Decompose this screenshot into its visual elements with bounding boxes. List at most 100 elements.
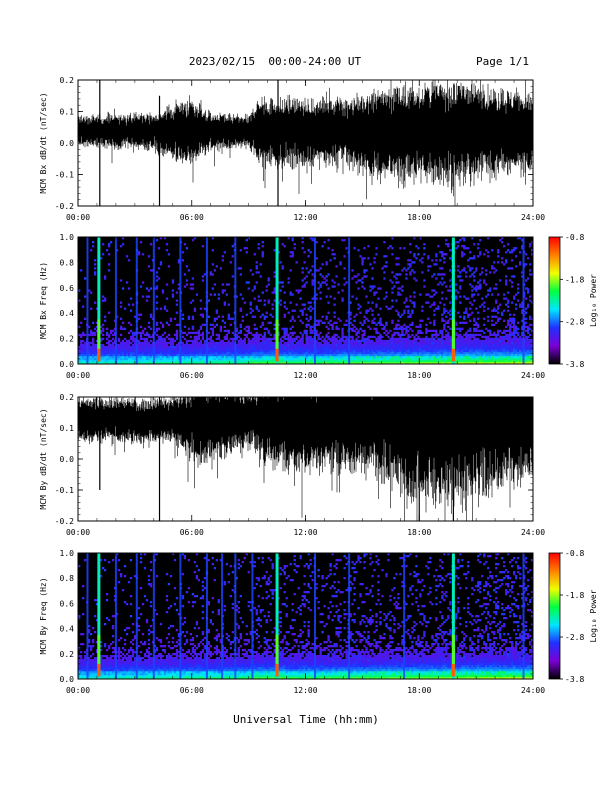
emission-line-10 [522,237,525,364]
plot-title: 2023/02/15 00:00-24:00 UT [188,55,362,68]
x-tick-label: 24:00 [521,371,545,380]
spectrogram [78,237,533,364]
y-tick-label: 0.4 [60,625,75,634]
panel-1: -0.2 -0.1 0.0 0.1 0.2 00:00 06:00 12:00 18:00 24:… [39,76,545,222]
x-tick-label: 06:00 [180,686,204,695]
colorbar-tick-label: -0.8 [565,233,584,242]
y-axis-label: MCM By dB/dt (nT/sec) [39,408,48,509]
emission-line-4 [152,237,155,364]
colorbar-tick-label: -3.8 [565,360,584,369]
y-tick-label: 0.8 [60,574,75,583]
bright-line-mid-2 [275,634,279,667]
emission-line-13 [522,553,525,679]
x-axis-title: Universal Time (hh:mm) [233,713,379,726]
y-axis-label: MCM By Freq (Hz) [39,577,48,654]
emission-line-10 [313,553,316,679]
spectrogram-cells [78,237,533,364]
x-tick-label: 18:00 [407,213,431,222]
bright-line-mid-1 [97,634,101,667]
spectrogram [78,553,533,679]
x-tick-label: 18:00 [407,371,431,380]
colorbar-tick-label: -2.8 [565,633,584,642]
emission-line-1 [86,237,89,364]
colorbar: -0.8 -1.8 -2.8 -3.8 Log₁₀ Power [548,549,598,684]
emission-line-7 [221,553,224,679]
y-tick-label: 0.6 [60,599,75,608]
bright-line-1 [97,237,101,364]
y-tick-label: -0.1 [55,486,74,495]
y-tick-label: 0.6 [60,284,75,293]
x-tick-label: 06:00 [180,371,204,380]
emission-line-2 [114,237,117,364]
x-tick-label: 00:00 [66,686,90,695]
colorbar-tick-label: -1.8 [565,275,584,284]
bright-line-core-3 [451,663,455,677]
y-tick-label: -0.2 [55,517,74,526]
x-tick-label: 18:00 [407,528,431,537]
colorbar-tick-label: -0.8 [565,549,584,558]
emission-line-9 [251,553,254,679]
panel-4: -0.8 -1.8 -2.8 -3.8 Log₁₀ Power 0.0 0.2 0.4 0.6 0… [39,549,598,695]
x-tick-label: 24:00 [521,686,545,695]
y-tick-label: 0.1 [60,108,75,117]
bright-line-3 [451,237,455,364]
x-tick-label: 12:00 [293,213,317,222]
panel-2: -0.8 -1.8 -2.8 -3.8 Log₁₀ Power 0.0 0.2 0.4 0.6 0… [39,233,598,380]
x-tick-label: 12:00 [293,528,317,537]
emission-line-3 [135,237,138,364]
bright-line-core-2 [275,348,279,362]
x-tick-label: 00:00 [66,528,90,537]
x-tick-label: 00:00 [66,371,90,380]
emission-line-3 [135,553,138,679]
bright-line-2 [275,237,279,364]
bright-line-1 [97,553,101,679]
colorbar-tick-label: -2.8 [565,318,584,327]
emission-line-2 [114,553,117,679]
x-tick-label: 18:00 [407,686,431,695]
spectrogram-cells [78,553,533,679]
colorbar-label: Log₁₀ Power [589,274,598,327]
series-trace [78,80,533,206]
y-tick-label: -0.2 [55,202,74,211]
emission-line-8 [313,237,316,364]
emission-line-6 [205,237,208,364]
y-tick-label: 0.0 [60,675,75,684]
y-tick-label: -0.1 [55,171,74,180]
emission-line-5 [179,553,182,679]
emission-line-5 [179,237,182,364]
emission-line-11 [348,553,351,679]
y-axis-label: MCM Bx dB/dt (nT/sec) [39,92,48,193]
x-tick-label: 06:00 [180,528,204,537]
emission-line-6 [205,553,208,679]
x-tick-label: 12:00 [293,371,317,380]
series-trace [78,397,533,521]
y-tick-label: 0.0 [60,139,75,148]
y-tick-label: 0.2 [60,335,75,344]
colorbar: -0.8 -1.8 -2.8 -3.8 Log₁₀ Power [548,233,598,369]
bright-line-mid-2 [275,319,279,352]
emission-line-7 [234,237,237,364]
bright-line-core-1 [97,663,101,677]
bright-line-core-2 [275,663,279,677]
y-tick-label: 0.2 [60,76,75,85]
bright-line-2 [275,553,279,679]
y-tick-label: 0.2 [60,393,75,402]
y-tick-label: 0.8 [60,258,75,267]
bright-line-core-1 [97,348,101,362]
x-tick-label: 12:00 [293,686,317,695]
colorbar-tick-label: -3.8 [565,675,584,684]
emission-line-4 [152,553,155,679]
x-tick-label: 06:00 [180,213,204,222]
y-tick-label: 0.2 [60,650,75,659]
emission-line-8 [234,553,237,679]
bright-line-mid-1 [97,319,101,352]
bright-line-mid-3 [451,634,455,667]
page-indicator: Page 1/1 [476,55,529,68]
y-axis-label: MCM Bx Freq (Hz) [39,262,48,339]
y-tick-label: 0.4 [60,309,75,318]
y-tick-label: 0.0 [60,455,75,464]
y-tick-label: 1.0 [60,233,75,242]
y-tick-label: 0.1 [60,424,75,433]
